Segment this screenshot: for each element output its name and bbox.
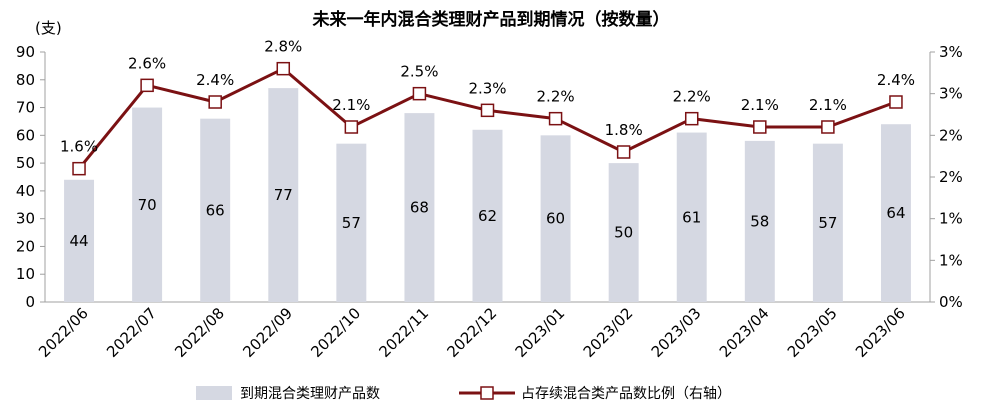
bar (472, 129, 503, 302)
bar (336, 143, 367, 302)
ratio-marker (616, 145, 631, 159)
ratio-marker (548, 111, 563, 126)
x-axis-tick-label: 2023/02 (580, 304, 637, 361)
ratio-marker (140, 78, 154, 93)
x-axis-tick-label: 2023/04 (716, 304, 773, 361)
right-axis-tick-label: 0% (939, 293, 963, 311)
ratio-marker (889, 95, 903, 109)
ratio-value-label: 2.1% (332, 96, 370, 114)
bar-value-label: 61 (682, 208, 701, 226)
ratio-value-label: 1.8% (605, 121, 643, 139)
ratio-marker (72, 161, 86, 176)
bar-value-label: 60 (546, 210, 565, 228)
ratio-value-label: 2.4% (877, 71, 915, 89)
ratio-value-label: 1.6% (60, 138, 98, 156)
bar-value-label: 57 (342, 214, 361, 232)
bar-value-label: 66 (206, 201, 225, 219)
right-axis-tick-label: 3% (939, 43, 963, 61)
bar-value-label: 50 (614, 224, 633, 242)
bar (812, 143, 843, 302)
x-axis-tick-label: 2022/11 (375, 304, 432, 361)
x-axis-tick-label: 2023/05 (784, 304, 841, 361)
ratio-value-label: 2.5% (400, 63, 438, 81)
bar (744, 140, 775, 302)
bar (200, 118, 231, 303)
right-axis-tick-label: 3% (939, 85, 963, 103)
x-axis-tick-label: 2022/07 (103, 304, 160, 361)
ratio-marker (276, 61, 291, 76)
bar-value-label: 77 (274, 186, 293, 204)
ratio-value-label: 2.1% (741, 96, 779, 114)
bar-value-label: 62 (478, 207, 497, 225)
left-axis-tick-label: 10 (16, 265, 35, 283)
bar (404, 113, 435, 302)
x-axis-tick-label: 2022/10 (307, 304, 364, 361)
left-axis-tick-label: 90 (16, 43, 35, 61)
ratio-marker (344, 120, 359, 134)
left-axis-tick-label: 30 (16, 210, 35, 228)
left-axis-unit: (支) (35, 19, 62, 37)
x-axis-tick-label: 2023/03 (648, 304, 705, 361)
x-axis-tick-label: 2022/12 (444, 304, 501, 361)
left-axis-tick-label: 60 (16, 126, 35, 144)
left-axis-tick-label: 70 (16, 99, 35, 117)
ratio-value-label: 2.4% (196, 71, 234, 89)
left-axis-tick-label: 20 (16, 237, 35, 255)
legend-bar-swatch (196, 386, 232, 400)
right-axis-tick-label: 2% (939, 126, 963, 144)
ratio-value-label: 2.2% (673, 88, 711, 106)
ratio-marker (412, 86, 427, 101)
left-axis-tick-label: 50 (16, 154, 35, 172)
bar (540, 135, 571, 302)
x-axis-tick-label: 2022/09 (239, 304, 296, 361)
bar-value-label: 44 (69, 232, 88, 250)
ratio-marker (821, 120, 835, 134)
chart-title: 未来一年内混合类理财产品到期情况（按数量） (312, 9, 670, 30)
left-axis-tick-label: 0 (25, 293, 35, 311)
left-axis-tick-label: 80 (16, 71, 35, 89)
ratio-marker (208, 95, 222, 109)
legend-bar-label: 到期混合类理财产品数 (240, 386, 380, 402)
bar (608, 163, 639, 302)
x-axis-tick-label: 2022/08 (171, 304, 228, 361)
right-axis-tick-label: 1% (939, 210, 963, 228)
legend-line-label: 占存续混合类产品数比例（右轴） (521, 385, 731, 402)
ratio-value-label: 2.3% (468, 79, 506, 97)
legend-line-marker (480, 386, 494, 400)
bar-value-label: 70 (138, 196, 157, 214)
bar (132, 107, 163, 302)
bar (268, 88, 299, 302)
bar-value-label: 58 (750, 212, 769, 230)
bar (880, 124, 911, 302)
ratio-marker (480, 103, 495, 118)
ratio-value-label: 2.6% (128, 54, 166, 72)
bar-value-label: 57 (818, 214, 837, 232)
x-axis-tick-label: 2023/01 (512, 304, 569, 361)
bar-value-label: 64 (886, 204, 905, 222)
right-axis-tick-label: 1% (939, 251, 963, 269)
bar (676, 132, 707, 302)
ratio-value-label: 2.2% (537, 88, 575, 106)
bar (64, 179, 95, 302)
right-axis-tick-label: 2% (939, 168, 963, 186)
left-axis-tick-label: 40 (16, 182, 35, 200)
ratio-value-label: 2.8% (264, 38, 302, 56)
plot-area: 0 10 20 30 40 50 60 70 80 90 0% 1% 1% 2% 2% 3% 3% 44 70 66 7… (16, 38, 963, 361)
ratio-value-label: 2.1% (809, 96, 847, 114)
x-axis-tick-label: 2022/06 (35, 304, 92, 361)
ratio-marker (684, 111, 699, 126)
ratio-marker (753, 120, 767, 134)
legend: 到期混合类理财产品数 占存续混合类产品数比例（右轴） (196, 385, 731, 402)
bar-value-label: 68 (410, 199, 429, 217)
x-axis-tick-label: 2023/06 (852, 304, 909, 361)
